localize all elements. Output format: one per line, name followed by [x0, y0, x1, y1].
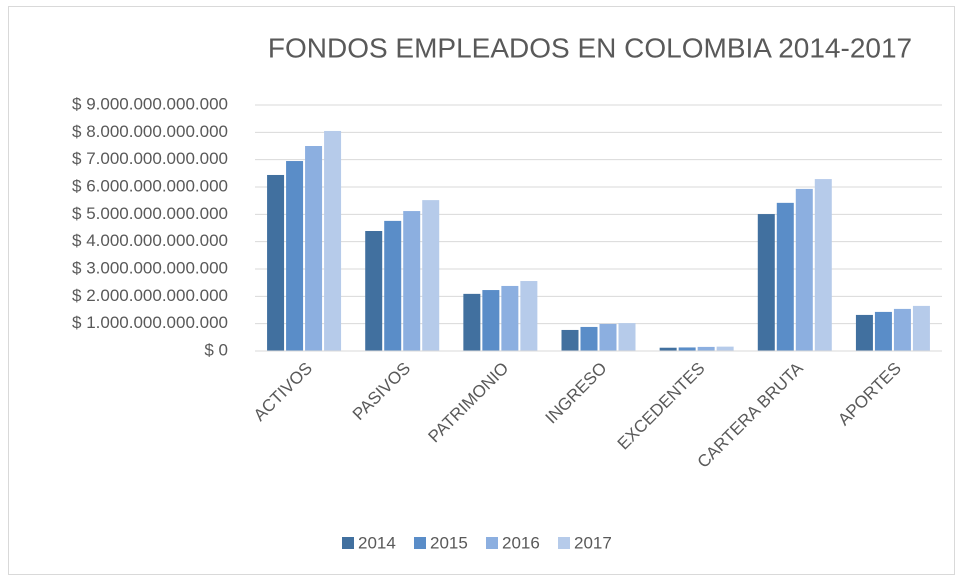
bar: [757, 214, 775, 351]
bar: [580, 326, 598, 351]
bar: [561, 329, 579, 351]
bar: [893, 308, 911, 351]
y-tick-label: $ 6.000.000.000.000: [72, 176, 228, 195]
legend-label: 2015: [430, 533, 468, 552]
y-tick-label: $ 9.000.000.000.000: [72, 94, 228, 113]
chart-title: FONDOS EMPLEADOS EN COLOMBIA 2014-2017: [268, 32, 912, 63]
legend-label: 2016: [502, 533, 540, 552]
bar: [482, 290, 500, 351]
bar: [678, 347, 696, 351]
bar: [776, 202, 794, 351]
y-tick-label: $ 4.000.000.000.000: [72, 231, 228, 250]
legend-label: 2014: [358, 533, 396, 552]
bar: [795, 188, 813, 351]
bar: [659, 347, 677, 351]
bar: [618, 323, 636, 351]
bar: [716, 346, 734, 351]
bar: [365, 231, 383, 351]
legend-swatch: [558, 537, 570, 549]
bar: [463, 293, 481, 351]
legend-label: 2017: [574, 533, 612, 552]
legend-swatch: [486, 537, 498, 549]
bar: [267, 174, 285, 351]
bar: [403, 211, 421, 351]
y-tick-label: $ 0: [204, 340, 228, 359]
bar: [324, 130, 342, 351]
y-tick-label: $ 1.000.000.000.000: [72, 313, 228, 332]
bar: [501, 285, 519, 351]
y-tick-label: $ 5.000.000.000.000: [72, 204, 228, 223]
bar: [912, 305, 930, 351]
legend-swatch: [414, 537, 426, 549]
bar: [384, 220, 402, 351]
bar: [422, 200, 440, 351]
bar: [697, 346, 715, 351]
y-tick-label: $ 3.000.000.000.000: [72, 258, 228, 277]
legend-swatch: [342, 537, 354, 549]
bar: [520, 281, 538, 351]
y-tick-label: $ 7.000.000.000.000: [72, 149, 228, 168]
bar: [286, 161, 304, 351]
bar: [599, 323, 617, 351]
bar: [855, 314, 873, 351]
y-tick-label: $ 2.000.000.000.000: [72, 286, 228, 305]
bar: [874, 311, 892, 351]
bar: [814, 179, 832, 351]
bar: [305, 146, 323, 351]
y-tick-label: $ 8.000.000.000.000: [72, 122, 228, 141]
